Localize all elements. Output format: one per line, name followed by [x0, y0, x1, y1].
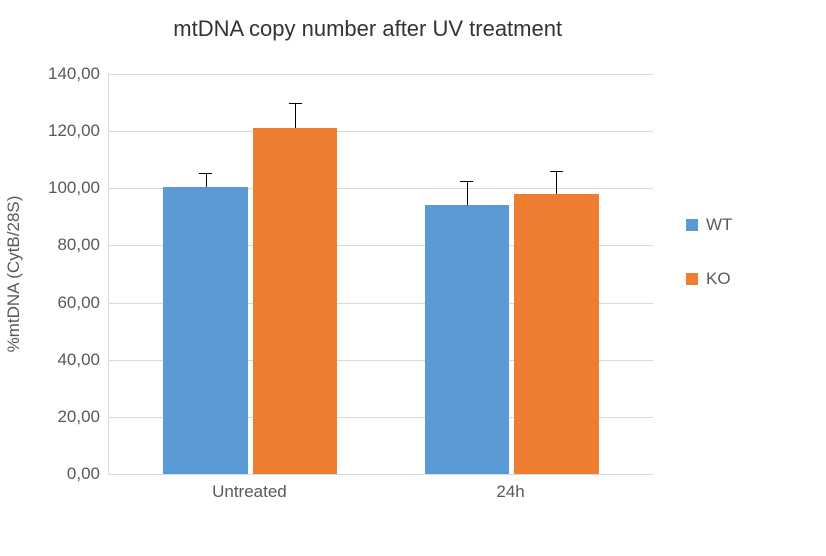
bar-ko-untreated [253, 128, 337, 474]
y-tick-label: 60,00 [57, 293, 100, 313]
bar-wt-24h [425, 205, 509, 474]
y-tick-label: 20,00 [57, 407, 100, 427]
legend-label: KO [706, 269, 731, 289]
legend-swatch [686, 273, 698, 285]
x-tick-label: Untreated [212, 482, 287, 502]
legend: WT KO [686, 215, 732, 289]
y-axis-label: %mtDNA (CytB/28S) [4, 196, 24, 353]
y-tick-label: 120,00 [48, 121, 100, 141]
y-tick-label: 100,00 [48, 178, 100, 198]
gridline [109, 74, 653, 75]
error-bar [295, 103, 296, 129]
bar-wt-untreated [163, 187, 247, 474]
gridline [109, 131, 653, 132]
x-tick-label: 24h [496, 482, 524, 502]
bar-ko-24h [514, 194, 598, 474]
error-bar-cap [289, 103, 302, 104]
y-tick-label: 40,00 [57, 350, 100, 370]
chart-container: mtDNA copy number after UV treatment %mt… [0, 0, 826, 556]
legend-item-wt: WT [686, 215, 732, 235]
error-bar [206, 173, 207, 187]
error-bar [556, 171, 557, 194]
plot-area [108, 74, 653, 475]
y-tick-label: 80,00 [57, 235, 100, 255]
error-bar-cap [199, 173, 212, 174]
y-tick-label: 140,00 [48, 64, 100, 84]
legend-swatch [686, 219, 698, 231]
error-bar-cap [460, 181, 473, 182]
y-tick-label: 0,00 [67, 464, 100, 484]
legend-label: WT [706, 215, 732, 235]
legend-item-ko: KO [686, 269, 732, 289]
error-bar [467, 181, 468, 205]
chart-title: mtDNA copy number after UV treatment [173, 16, 562, 42]
error-bar-cap [550, 171, 563, 172]
